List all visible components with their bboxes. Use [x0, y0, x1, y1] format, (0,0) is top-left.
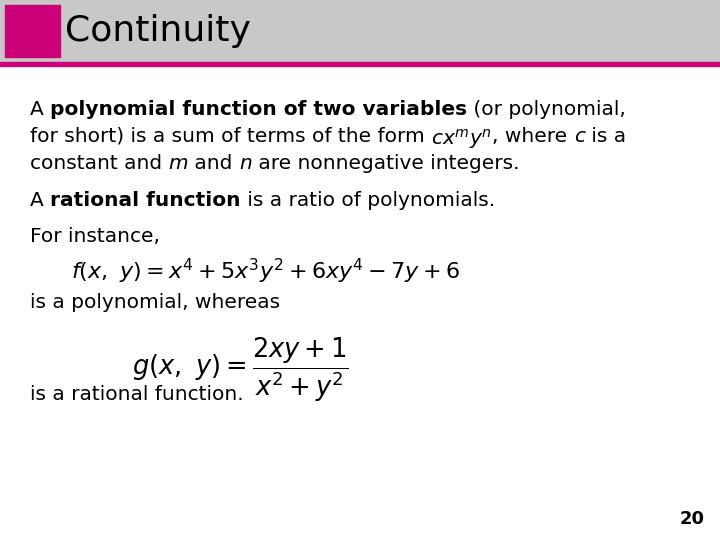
Text: is a ratio of polynomials.: is a ratio of polynomials. [240, 191, 495, 210]
Bar [5, 5, 60, 57]
Text: $g(x,\ y) = \dfrac{2xy + 1}{x^2 + y^2}$: $g(x,\ y) = \dfrac{2xy + 1}{x^2 + y^2}$ [132, 335, 348, 403]
Text: A: A [30, 191, 50, 210]
Text: (or polynomial,: (or polynomial, [467, 100, 626, 119]
Text: n: n [239, 154, 251, 173]
Text: polynomial function of two variables: polynomial function of two variables [50, 100, 467, 119]
Bar [0, 0, 720, 62]
Text: and: and [188, 154, 239, 173]
Text: $f(x,\ y) = x^4 + 5x^3y^2 + 6xy^4 - 7y + 6$: $f(x,\ y) = x^4 + 5x^3y^2 + 6xy^4 - 7y +… [71, 257, 459, 286]
Text: m: m [168, 154, 188, 173]
Bar [0, 62, 720, 66]
Text: 20: 20 [680, 510, 705, 528]
Text: $cx^my^n$: $cx^my^n$ [431, 127, 492, 151]
Text: A: A [30, 100, 50, 119]
Text: , where: , where [492, 127, 574, 146]
Text: for short) is a sum of terms of the form: for short) is a sum of terms of the form [30, 127, 431, 146]
Text: For instance,: For instance, [30, 227, 160, 246]
Text: Continuity: Continuity [65, 14, 251, 48]
Text: constant and: constant and [30, 154, 168, 173]
Text: is a polynomial, whereas: is a polynomial, whereas [30, 293, 280, 312]
Text: are nonnegative integers.: are nonnegative integers. [251, 154, 519, 173]
Text: is a: is a [585, 127, 626, 146]
Text: c: c [574, 127, 585, 146]
Text: rational function: rational function [50, 191, 240, 210]
Text: is a rational function.: is a rational function. [30, 385, 243, 404]
